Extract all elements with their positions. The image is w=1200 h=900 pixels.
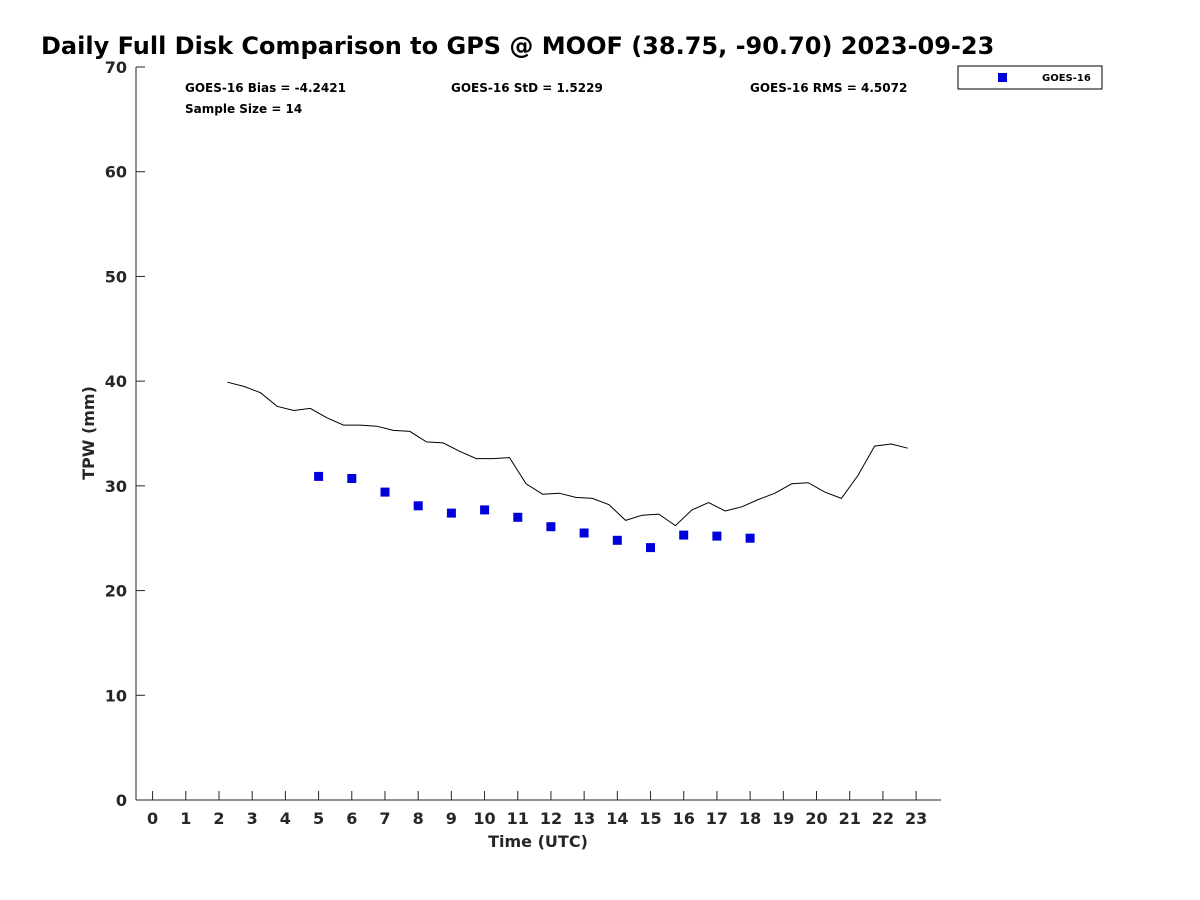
- data-point-goes16: [380, 487, 390, 497]
- data-point-goes16: [546, 522, 556, 532]
- x-tick-label: 4: [280, 809, 291, 828]
- x-tick-label: 3: [247, 809, 258, 828]
- legend: GOES-16: [957, 65, 1103, 90]
- data-point-goes16: [646, 543, 655, 553]
- data-point-goes16: [612, 535, 622, 545]
- stat-bias: GOES-16 Bias = -4.2421: [185, 81, 346, 95]
- data-point-goes16: [712, 531, 722, 541]
- x-tick-label: 14: [606, 809, 628, 828]
- x-tick-label: 21: [839, 809, 861, 828]
- x-tick-label: 6: [346, 809, 357, 828]
- data-point-goes16: [480, 505, 490, 515]
- y-axis-label: TPW (mm): [79, 386, 98, 480]
- data-point-goes16: [446, 508, 456, 518]
- y-tick-label: 40: [105, 372, 127, 391]
- x-tick-label: 7: [379, 809, 390, 828]
- x-tick-label: 22: [872, 809, 894, 828]
- y-tick-label: 10: [105, 686, 127, 705]
- x-tick-label: 1: [180, 809, 191, 828]
- x-tick-label: 8: [413, 809, 424, 828]
- x-tick-label: 11: [507, 809, 529, 828]
- x-tick-label: 10: [473, 809, 495, 828]
- data-point-goes16: [413, 501, 423, 511]
- stat-rms: GOES-16 RMS = 4.5072: [750, 81, 907, 95]
- axes: 0 1 2 3 4 5 6 7 8 9 10 11 12 13 14 15 16 17 18 19 20 21 22 2301…: [105, 58, 941, 828]
- y-tick-label: 60: [105, 163, 127, 182]
- y-tick-label: 20: [105, 582, 127, 601]
- x-tick-label: 0: [147, 809, 158, 828]
- x-tick-label: 9: [446, 809, 457, 828]
- stat-std: GOES-16 StD = 1.5229: [451, 81, 603, 95]
- data-point-goes16: [347, 474, 357, 483]
- y-tick-label: 0: [116, 791, 127, 810]
- chart-title: Daily Full Disk Comparison to GPS @ MOOF…: [41, 32, 994, 60]
- data-point-goes16: [679, 530, 689, 540]
- series-line-gps: [227, 381, 908, 527]
- x-tick-label: 19: [772, 809, 794, 828]
- data-point-goes16: [745, 533, 755, 543]
- y-tick-label: 50: [105, 267, 127, 286]
- y-tick-label: 70: [105, 58, 127, 77]
- data-point-goes16: [314, 471, 324, 481]
- x-tick-label: 20: [805, 809, 827, 828]
- x-tick-label: 15: [639, 809, 661, 828]
- data-point-goes16: [579, 528, 589, 538]
- x-tick-label: 18: [739, 809, 761, 828]
- data-point-goes16: [513, 512, 523, 522]
- x-axis-label: Time (UTC): [488, 832, 588, 851]
- x-tick-label: 2: [213, 809, 224, 828]
- x-tick-label: 5: [313, 809, 324, 828]
- legend-label-goes16: GOES-16: [1042, 73, 1091, 84]
- stat-sample-size: Sample Size = 14: [185, 102, 302, 116]
- legend-box: [957, 65, 1103, 90]
- series-layer: [227, 381, 908, 553]
- x-tick-label: 13: [573, 809, 595, 828]
- x-tick-label: 23: [905, 809, 927, 828]
- x-tick-label: 12: [540, 809, 562, 828]
- legend-marker-goes16: [998, 73, 1007, 82]
- x-tick-label: 17: [706, 809, 728, 828]
- y-tick-label: 30: [105, 477, 127, 496]
- x-tick-label: 16: [673, 809, 695, 828]
